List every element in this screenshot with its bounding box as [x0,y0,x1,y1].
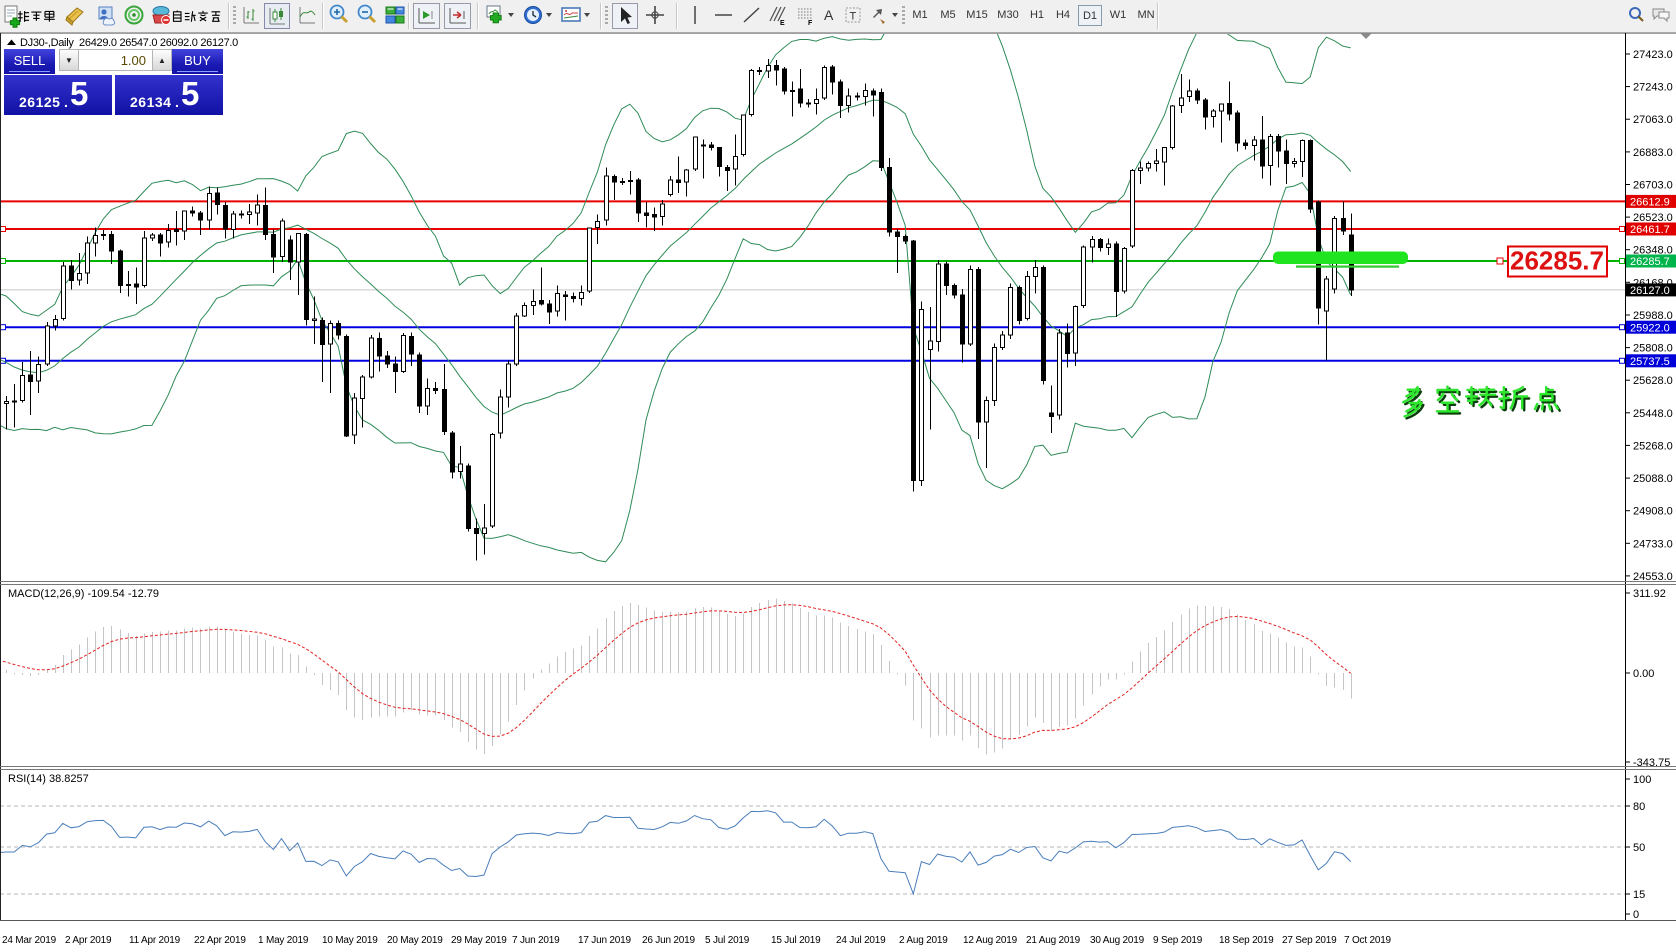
svg-text:0.00: 0.00 [1633,668,1654,680]
svg-text:27243.0: 27243.0 [1633,82,1673,94]
svg-text:24733.0: 24733.0 [1633,538,1673,550]
svg-text:18 Sep 2019: 18 Sep 2019 [1219,935,1274,946]
svg-text:311.92: 311.92 [1633,588,1666,600]
svg-text:25628.0: 25628.0 [1633,375,1673,387]
svg-text:26523.0: 26523.0 [1633,212,1673,224]
svg-text:10 May 2019: 10 May 2019 [322,935,378,946]
svg-text:17 Jun 2019: 17 Jun 2019 [578,935,631,946]
svg-text:15 Jul 2019: 15 Jul 2019 [771,935,821,946]
svg-text:26883.0: 26883.0 [1633,147,1673,159]
svg-text:25088.0: 25088.0 [1633,473,1673,485]
svg-text:7 Oct 2019: 7 Oct 2019 [1344,935,1392,946]
svg-text:2 Aug 2019: 2 Aug 2019 [899,935,948,946]
svg-text:DJ30-,Daily 26429.0 26547.0 2: DJ30-,Daily 26429.0 26547.0 26092.0 2612… [20,37,238,49]
svg-text:-343.75: -343.75 [1633,757,1670,769]
svg-text:2 Apr 2019: 2 Apr 2019 [65,935,112,946]
svg-text:12 Aug 2019: 12 Aug 2019 [963,935,1018,946]
svg-text:1 May 2019: 1 May 2019 [258,935,309,946]
svg-text:15: 15 [1633,889,1645,901]
svg-text:27 Sep 2019: 27 Sep 2019 [1282,935,1337,946]
svg-text:MACD(12,26,9) -109.54 -12.79: MACD(12,26,9) -109.54 -12.79 [8,588,159,600]
svg-text:26348.0: 26348.0 [1633,245,1673,257]
svg-text:24553.0: 24553.0 [1633,571,1673,583]
svg-text:E: E [780,20,785,27]
svg-text:27063.0: 27063.0 [1633,114,1673,126]
svg-text:A: A [824,7,834,23]
svg-text:26612.9: 26612.9 [1630,197,1670,209]
svg-text:25737.5: 25737.5 [1630,356,1670,368]
svg-text:27423.0: 27423.0 [1633,49,1673,61]
svg-text:26461.7: 26461.7 [1630,224,1670,236]
svg-text:5 Jul 2019: 5 Jul 2019 [705,935,750,946]
svg-text:25268.0: 25268.0 [1633,440,1673,452]
svg-text:25448.0: 25448.0 [1633,408,1673,420]
svg-text:26285.7: 26285.7 [1630,256,1670,268]
svg-text:29 May 2019: 29 May 2019 [451,935,507,946]
svg-text:25808.0: 25808.0 [1633,343,1673,355]
svg-text:T: T [850,11,857,23]
svg-text:26703.0: 26703.0 [1633,180,1673,192]
svg-text:0: 0 [1633,909,1639,921]
svg-text:24 Mar 2019: 24 Mar 2019 [2,935,57,946]
svg-text:25988.0: 25988.0 [1633,310,1673,322]
svg-text:26 Jun 2019: 26 Jun 2019 [642,935,695,946]
svg-text:80: 80 [1633,801,1645,813]
svg-text:22 Apr 2019: 22 Apr 2019 [194,935,246,946]
svg-text:F: F [808,20,813,27]
svg-text:25922.0: 25922.0 [1630,322,1670,334]
svg-text:RSI(14) 38.8257: RSI(14) 38.8257 [8,773,89,785]
svg-text:26285.7: 26285.7 [1510,246,1604,276]
svg-text:50: 50 [1633,842,1645,854]
svg-text:7 Jun 2019: 7 Jun 2019 [512,935,560,946]
svg-text:24 Jul 2019: 24 Jul 2019 [836,935,886,946]
svg-text:20 May 2019: 20 May 2019 [387,935,443,946]
svg-text:24908.0: 24908.0 [1633,506,1673,518]
svg-text:11 Apr 2019: 11 Apr 2019 [129,935,181,946]
svg-text:30 Aug 2019: 30 Aug 2019 [1090,935,1145,946]
svg-text:21 Aug 2019: 21 Aug 2019 [1026,935,1081,946]
svg-text:100: 100 [1633,774,1651,786]
svg-text:26127.0: 26127.0 [1630,285,1670,297]
svg-text:9 Sep 2019: 9 Sep 2019 [1153,935,1203,946]
